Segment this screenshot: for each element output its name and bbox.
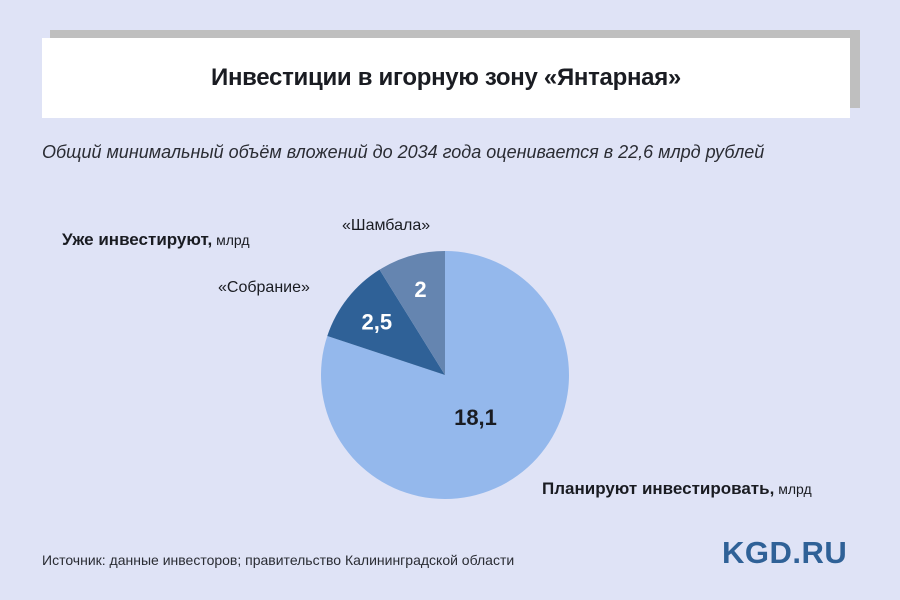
source-note: Источник: данные инвесторов; правительст… [42, 552, 515, 568]
pie-data-label: 2 [414, 277, 426, 302]
already-invest-label: Уже инвестируют, млрд [62, 230, 250, 250]
pie-data-label: 2,5 [362, 309, 393, 334]
legend-shambala: «Шамбала» [342, 217, 431, 234]
pie-slice [379, 251, 445, 375]
pie-slice [321, 251, 569, 500]
title-box: Инвестиции в игорную зону «Янтарная» [42, 38, 850, 118]
pie-slice [327, 269, 445, 375]
pie-data-label: 18,1 [454, 405, 497, 430]
planned-invest-text: Планируют инвестировать, [542, 479, 775, 498]
already-invest-text: Уже инвестируют, [62, 230, 213, 249]
planned-invest-unit: млрд [774, 481, 812, 497]
subtitle: Общий минимальный объём вложений до 2034… [42, 142, 765, 162]
legend-sobranie: «Собрание» [218, 279, 310, 296]
already-invest-unit: млрд [212, 232, 250, 248]
kgd-logo: KGD.RU [722, 535, 848, 570]
page-title: Инвестиции в игорную зону «Янтарная» [211, 64, 681, 91]
planned-invest-label: Планируют инвестировать, млрд [542, 479, 812, 499]
